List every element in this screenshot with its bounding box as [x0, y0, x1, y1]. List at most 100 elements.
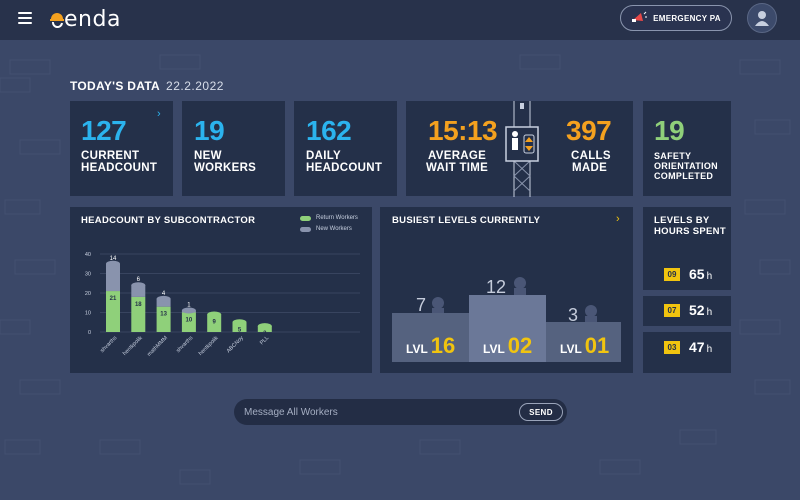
- return-workers-value-label: 13: [160, 312, 167, 318]
- new-workers-value-label: 4: [162, 291, 166, 297]
- current-headcount-value: 127: [81, 115, 127, 146]
- level-count-2: 12: [486, 277, 507, 297]
- y-tick-label: 20: [85, 291, 91, 297]
- hours-number: 47: [689, 339, 705, 355]
- return-workers-value-label: 21: [110, 296, 117, 302]
- hours-row-3: 03 47 h: [643, 332, 731, 373]
- section-date: 22.2.2022: [166, 79, 224, 93]
- level-badge: 07: [664, 304, 680, 317]
- level-number: 16: [430, 333, 456, 358]
- hours-value: 65 h: [689, 266, 712, 282]
- level-label-1: LVL 16: [406, 333, 455, 359]
- safety-label-3: COMPLETED: [654, 171, 714, 181]
- new-workers-value: 19: [194, 115, 225, 146]
- return-workers-bar-cap: [232, 319, 247, 326]
- return-workers-bar: [207, 314, 222, 332]
- current-headcount-label-2: HEADCOUNT: [81, 162, 158, 174]
- x-category-label: PLL: [259, 335, 270, 346]
- wait-and-calls-card: 15:13 AVERAGE WAIT TIME 397 CALLS MADE: [406, 101, 633, 197]
- hours-value: 47 h: [689, 339, 712, 355]
- app-logo: enda: [50, 5, 121, 33]
- hours-value: 52 h: [689, 302, 712, 318]
- return-workers-bar: [232, 322, 247, 332]
- level-prefix: LVL: [560, 342, 582, 356]
- new-workers-label-2: WORKERS: [194, 162, 257, 174]
- new-workers-bar-cap: [181, 307, 196, 314]
- headcount-by-subcontractor-panel: HEADCOUNT BY SUBCONTRACTOR Return Worker…: [70, 207, 372, 373]
- y-tick-label: 0: [88, 330, 91, 336]
- new-workers-bar-cap: [156, 295, 171, 302]
- headcount-panel-title: HEADCOUNT BY SUBCONTRACTOR: [81, 215, 256, 226]
- menu-icon[interactable]: [18, 12, 32, 24]
- return-workers-value-label: 18: [135, 302, 142, 308]
- hours-title-2: HOURS SPENT: [654, 226, 726, 237]
- calls-made-label-2: MADE: [572, 162, 608, 174]
- new-workers-bar: [156, 298, 171, 307]
- level-number: 02: [507, 333, 533, 358]
- level-badge: 09: [664, 268, 680, 281]
- user-avatar-icon: [755, 11, 769, 26]
- hours-number: 52: [689, 302, 705, 318]
- x-category-label: mathMMM: [146, 335, 169, 358]
- safety-label-2: ORIENTATION: [654, 161, 718, 171]
- level-badge: 03: [664, 341, 680, 354]
- busiest-panel-title: BUSIEST LEVELS CURRENTLY: [392, 215, 541, 226]
- level-count-1: 7: [416, 295, 427, 315]
- level-label-2: LVL 02: [483, 333, 532, 359]
- podium-graphic: [392, 277, 621, 362]
- daily-headcount-label-1: DAILY: [306, 150, 341, 162]
- calls-made-label-1: CALLS: [571, 150, 611, 162]
- new-workers-bar-cap: [106, 260, 120, 267]
- safety-label-1: SAFETY: [654, 151, 692, 161]
- return-workers-value-label: 9: [213, 319, 217, 325]
- section-title: TODAY'S DATA: [70, 79, 161, 93]
- x-category-label: shvarths: [99, 335, 118, 354]
- message-input[interactable]: [244, 403, 514, 421]
- legend-new-swatch: [300, 226, 311, 232]
- legend-new-workers: New Workers: [300, 226, 358, 232]
- level-prefix: LVL: [483, 342, 505, 356]
- level-count-3: 3: [568, 305, 579, 325]
- emergency-pa-button[interactable]: EMERGENCY PA: [620, 5, 732, 31]
- average-wait-label-1: AVERAGE: [428, 150, 487, 162]
- current-headcount-card[interactable]: 127 CURRENT HEADCOUNT ›: [70, 101, 173, 196]
- return-workers-bar-cap: [257, 323, 272, 330]
- y-tick-label: 30: [85, 272, 91, 278]
- new-workers-value-label: 6: [137, 277, 141, 283]
- todays-data-heading: TODAY'S DATA 22.2.2022: [70, 79, 224, 93]
- new-workers-bar: [131, 285, 146, 297]
- legend-return-workers: Return Workers: [300, 215, 358, 221]
- hours-number: 65: [689, 266, 705, 282]
- send-button[interactable]: SEND: [519, 403, 563, 421]
- emergency-pa-label: EMERGENCY PA: [653, 13, 721, 23]
- new-workers-value-label: 1: [187, 303, 191, 309]
- level-prefix: LVL: [406, 342, 428, 356]
- level-label-3: LVL 01: [560, 333, 609, 359]
- new-workers-card: 19 NEW WORKERS: [182, 101, 285, 196]
- safety-value: 19: [654, 115, 685, 146]
- daily-headcount-value: 162: [306, 115, 352, 146]
- message-bar: SEND: [234, 399, 567, 425]
- hours-unit: h: [706, 307, 713, 318]
- new-workers-value-label: 14: [110, 256, 117, 262]
- x-category-label: hentkpolik: [198, 335, 220, 357]
- chevron-right-icon[interactable]: ›: [616, 213, 620, 225]
- y-tick-label: 40: [85, 252, 91, 258]
- new-workers-bar: [106, 263, 120, 292]
- chevron-right-icon[interactable]: ›: [157, 108, 161, 120]
- average-wait-value: 15:13: [428, 115, 498, 146]
- daily-headcount-card: 162 DAILY HEADCOUNT: [294, 101, 397, 196]
- headcount-bar-chart: 0102030401421shvarths618hentkpolik413mat…: [85, 252, 360, 358]
- return-workers-value-label: 3: [263, 331, 267, 337]
- logo-text: enda: [64, 6, 121, 32]
- user-avatar[interactable]: [747, 3, 777, 33]
- legend-return-swatch: [300, 215, 311, 221]
- x-category-label: hentkpolik: [122, 335, 144, 357]
- elevator-icon: [505, 101, 539, 197]
- calls-made-value: 397: [566, 115, 612, 146]
- legend-return-label: Return Workers: [316, 215, 358, 221]
- hard-hat-logo-icon: [50, 13, 64, 28]
- new-workers-label-1: NEW: [194, 150, 222, 162]
- hours-unit: h: [706, 271, 713, 282]
- megaphone-icon: [632, 11, 648, 22]
